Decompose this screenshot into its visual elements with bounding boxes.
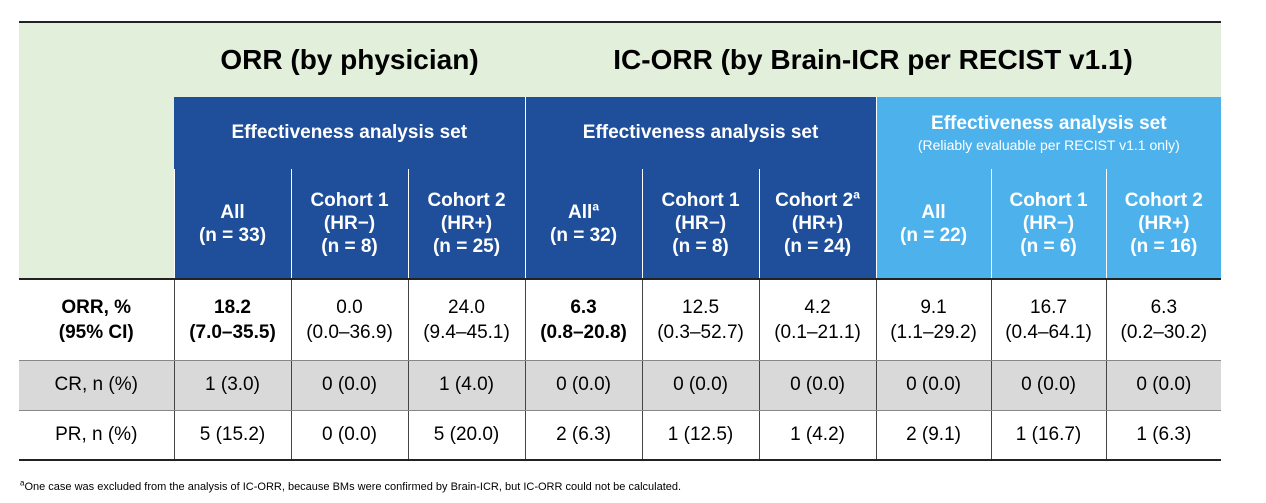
column-header-title: Cohort 1 [661, 190, 740, 211]
column-header-count: (n = 16) [1130, 236, 1198, 257]
column-header-count: (n = 25) [432, 236, 501, 257]
pr-cell: 2 (9.1) [875, 410, 992, 461]
orr-value: 16.7 [1030, 296, 1068, 318]
footnote-text: One case was excluded from the analysis … [24, 481, 682, 493]
column-header-subgroup: (HR−) [1022, 213, 1075, 234]
column-header: Cohort 2a (HR+) (n = 24) [758, 169, 877, 280]
orr-cell: 24.0 (9.4–45.1) [407, 279, 526, 361]
orr-label-line2: (95% CI) [58, 321, 134, 343]
column-header-count: (n = 22) [900, 224, 968, 246]
column-header-title: Cohort 2a [775, 187, 860, 211]
eas-reliable-subtitle: (Reliably evaluable per RECIST v1.1 only… [917, 137, 1180, 153]
eas-header-orr: Effectiveness analysis set [174, 97, 526, 169]
row-label-pr: PR, n (%) [19, 410, 174, 461]
column-header-title: Cohort 2 [427, 190, 506, 211]
orr-cell: 6.3 (0.2–30.2) [1105, 279, 1222, 361]
column-header-count: (n = 8) [321, 236, 378, 257]
pr-cell: 5 (20.0) [407, 410, 526, 461]
column-header-subgroup: (HR+) [1138, 213, 1190, 234]
column-header: Cohort 2 (HR+) (n = 16) [1105, 169, 1222, 280]
column-header-subgroup: (HR+) [791, 213, 844, 234]
pr-cell: 5 (15.2) [173, 410, 291, 461]
icorr-group-header: IC-ORR (by Brain-ICR per RECIST v1.1) [525, 21, 1222, 97]
cr-cell: 0 (0.0) [641, 360, 760, 411]
column-header-count: (n = 8) [672, 236, 729, 257]
pr-cell: 1 (16.7) [990, 410, 1107, 461]
column-header: Alla (n = 32) [524, 169, 643, 280]
footnote-marker: a [20, 478, 25, 488]
column-header-subgroup: (HR+) [440, 213, 493, 234]
orr-cell: 4.2 (0.1–21.1) [758, 279, 877, 361]
column-header: All (n = 22) [875, 169, 992, 280]
column-header-count: (n = 6) [1020, 236, 1077, 257]
orr-value: 4.2 [804, 296, 831, 318]
column-header: Cohort 2 (HR+) (n = 25) [407, 169, 526, 280]
column-header-title: Cohort 1 [310, 190, 389, 211]
cr-cell: 0 (0.0) [290, 360, 408, 411]
orr-value: 18.2 [214, 296, 251, 318]
pr-cell: 0 (0.0) [290, 410, 408, 461]
column-header-subgroup: (HR−) [674, 213, 727, 234]
eas-header-icorr: Effectiveness analysis set [524, 97, 877, 169]
orr-cell: 9.1 (1.1–29.2) [875, 279, 992, 361]
pr-cell: 1 (4.2) [758, 410, 877, 461]
cr-cell: 0 (0.0) [875, 360, 992, 411]
cr-cell: 0 (0.0) [990, 360, 1107, 411]
column-header-title: All [921, 201, 946, 223]
orr-ci: (1.1–29.2) [890, 321, 977, 343]
column-header: Cohort 1 (HR−) (n = 8) [641, 169, 760, 280]
orr-value: 6.3 [1150, 296, 1178, 318]
cr-cell: 1 (3.0) [173, 360, 291, 411]
footnote-marker: a [592, 199, 600, 214]
eas-header-reliable: Effectiveness analysis set (Reliably eva… [875, 97, 1222, 169]
orr-group-header: ORR (by physician) [174, 21, 526, 97]
cr-cell: 1 (4.0) [407, 360, 526, 411]
orr-cell: 6.3 (0.8–20.8) [524, 279, 643, 361]
column-header: Cohort 1 (HR−) (n = 8) [290, 169, 408, 280]
column-header-count: (n = 32) [550, 224, 618, 246]
orr-ci: (7.0–35.5) [189, 321, 276, 343]
orr-ci: (0.4–64.1) [1005, 321, 1092, 343]
orr-cell: 18.2 (7.0–35.5) [173, 279, 291, 361]
footnote: aOne case was excluded from the analysis… [20, 478, 682, 493]
orr-ci: (0.3–52.7) [657, 321, 744, 343]
pr-cell: 1 (6.3) [1105, 410, 1222, 461]
orr-value: 12.5 [682, 296, 720, 318]
results-table: ORR (by physician) IC-ORR (by Brain-ICR … [19, 21, 1222, 461]
pr-cell: 2 (6.3) [524, 410, 643, 461]
cr-cell: 0 (0.0) [1105, 360, 1222, 411]
orr-ci: (0.1–21.1) [774, 321, 861, 343]
orr-cell: 16.7 (0.4–64.1) [990, 279, 1107, 361]
row-label-orr: ORR, % (95% CI) [19, 279, 174, 361]
orr-ci: (9.4–45.1) [423, 321, 510, 343]
footnote-marker: a [853, 187, 860, 202]
corner-cell [19, 21, 174, 280]
column-header-title: All [220, 201, 245, 223]
column-header-title: Alla [568, 199, 600, 223]
orr-ci: (0.8–20.8) [540, 321, 627, 343]
eas-reliable-title: Effectiveness analysis set [931, 113, 1167, 134]
orr-ci: (0.0–36.9) [306, 321, 393, 343]
orr-value: 6.3 [570, 296, 597, 318]
cr-cell: 0 (0.0) [524, 360, 643, 411]
orr-ci: (0.2–30.2) [1120, 321, 1208, 343]
column-header: All (n = 33) [173, 169, 291, 280]
pr-cell: 1 (12.5) [641, 410, 760, 461]
column-header-count: (n = 33) [198, 224, 267, 246]
column-header-subgroup: (HR−) [323, 213, 376, 234]
orr-cell: 12.5 (0.3–52.7) [641, 279, 760, 361]
orr-value: 24.0 [448, 296, 485, 318]
row-label-cr: CR, n (%) [19, 360, 174, 411]
orr-value: 0.0 [336, 296, 363, 318]
cr-cell: 0 (0.0) [758, 360, 877, 411]
column-header-title: Cohort 2 [1124, 190, 1203, 211]
orr-label-line1: ORR, % [61, 296, 132, 318]
orr-cell: 0.0 (0.0–36.9) [290, 279, 408, 361]
column-header-title: Cohort 1 [1009, 190, 1088, 211]
orr-value: 9.1 [920, 296, 947, 318]
column-header: Cohort 1 (HR−) (n = 6) [990, 169, 1107, 280]
column-header-count: (n = 24) [784, 236, 852, 257]
